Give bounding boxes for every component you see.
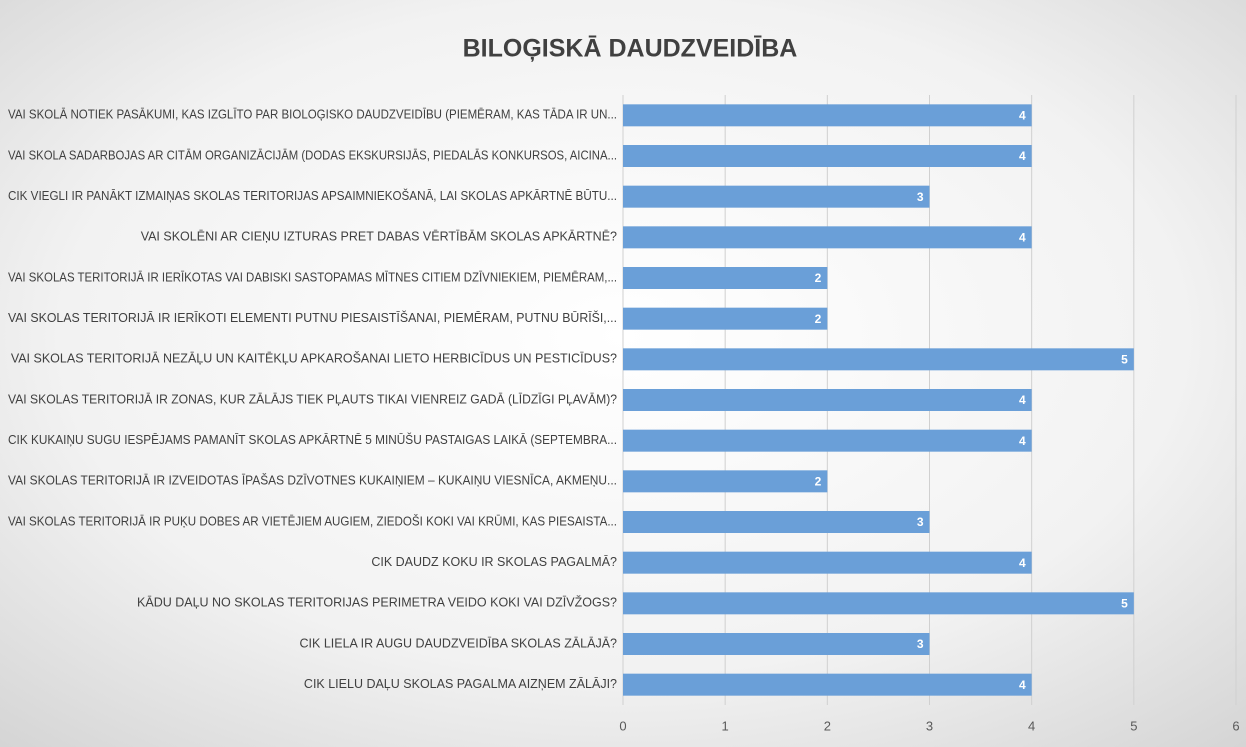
x-tick-label: 6 bbox=[1232, 718, 1239, 733]
x-tick-label: 0 bbox=[619, 718, 626, 733]
bar bbox=[623, 389, 1032, 411]
bar bbox=[623, 348, 1134, 371]
bar bbox=[623, 104, 1032, 127]
y-tick-label: VAI SKOLAS TERITORIJĀ IR IZVEIDOTAS ĪPAŠ… bbox=[8, 473, 617, 488]
y-tick-label: VAI SKOLAS TERITORIJĀ IR IERĪKOTI ELEMEN… bbox=[8, 310, 617, 325]
value-label: 4 bbox=[1019, 231, 1026, 245]
value-label: 4 bbox=[1019, 149, 1026, 163]
bar bbox=[623, 633, 930, 655]
x-tick-label: 4 bbox=[1028, 718, 1035, 733]
chart-title: BILOĢISKĀ DAUDZVEIDĪBA bbox=[463, 35, 798, 63]
y-tick-label: KĀDU DAĻU NO SKOLAS TERITORIJAS PERIMETR… bbox=[137, 595, 617, 610]
bar bbox=[623, 145, 1032, 167]
y-tick-label: VAI SKOLAS TERITORIJĀ NEZĀĻU UN KAITĒKĻU… bbox=[11, 351, 617, 366]
bar bbox=[623, 429, 1032, 452]
value-label: 2 bbox=[815, 475, 822, 489]
bar bbox=[623, 470, 828, 493]
x-tick-label: 1 bbox=[722, 718, 729, 733]
bar bbox=[623, 511, 930, 533]
y-tick-label: CIK LIELA IR AUGU DAUDZVEIDĪBA SKOLAS ZĀ… bbox=[300, 636, 618, 650]
y-tick-label: CIK LIELU DAĻU SKOLAS PAGALMA AIZŅEM ZĀL… bbox=[304, 677, 617, 691]
x-tick-label: 2 bbox=[824, 718, 831, 733]
value-label: 5 bbox=[1121, 353, 1128, 367]
y-tick-label: VAI SKOLAS TERITORIJĀ IR IERĪKOTAS VAI D… bbox=[8, 270, 617, 284]
bar bbox=[623, 551, 1032, 574]
value-label: 5 bbox=[1121, 597, 1128, 611]
y-tick-label: VAI SKOLĀ NOTIEK PASĀKUMI, KAS IZGLĪTO P… bbox=[8, 108, 617, 122]
value-label: 4 bbox=[1019, 434, 1026, 448]
value-label: 3 bbox=[917, 515, 924, 529]
y-tick-label: CIK DAUDZ KOKU IR SKOLAS PAGALMĀ? bbox=[371, 555, 617, 569]
value-label: 4 bbox=[1019, 393, 1026, 407]
y-tick-label: CIK KUKAIŅU SUGU IESPĒJAMS PAMANĪT SKOLA… bbox=[8, 432, 617, 447]
bar bbox=[623, 226, 1032, 249]
value-label: 2 bbox=[815, 271, 822, 285]
y-tick-label: VAI SKOLAS TERITORIJĀ IR PUĶU DOBES AR V… bbox=[8, 513, 617, 528]
bar bbox=[623, 673, 1032, 696]
x-tick-label: 5 bbox=[1130, 718, 1137, 733]
value-label: 3 bbox=[917, 190, 924, 204]
value-label: 4 bbox=[1019, 678, 1026, 692]
y-tick-label: VAI SKOLA SADARBOJAS AR CITĀM ORGANIZĀCI… bbox=[8, 148, 617, 162]
y-tick-label: VAI SKOLĒNI AR CIEŅU IZTURAS PRET DABAS … bbox=[141, 230, 617, 244]
bar bbox=[623, 267, 828, 289]
bar bbox=[623, 307, 828, 330]
y-tick-label: CIK VIEGLI IR PANĀKT IZMAIŅAS SKOLAS TER… bbox=[8, 188, 617, 203]
value-label: 4 bbox=[1019, 556, 1026, 570]
value-label: 4 bbox=[1019, 109, 1026, 123]
bar bbox=[623, 185, 930, 208]
value-label: 3 bbox=[917, 637, 924, 651]
value-label: 2 bbox=[815, 312, 822, 326]
bar bbox=[623, 592, 1134, 615]
y-tick-label: VAI SKOLAS TERITORIJĀ IR ZONAS, KUR ZĀLĀ… bbox=[8, 392, 617, 406]
x-tick-label: 3 bbox=[926, 718, 933, 733]
